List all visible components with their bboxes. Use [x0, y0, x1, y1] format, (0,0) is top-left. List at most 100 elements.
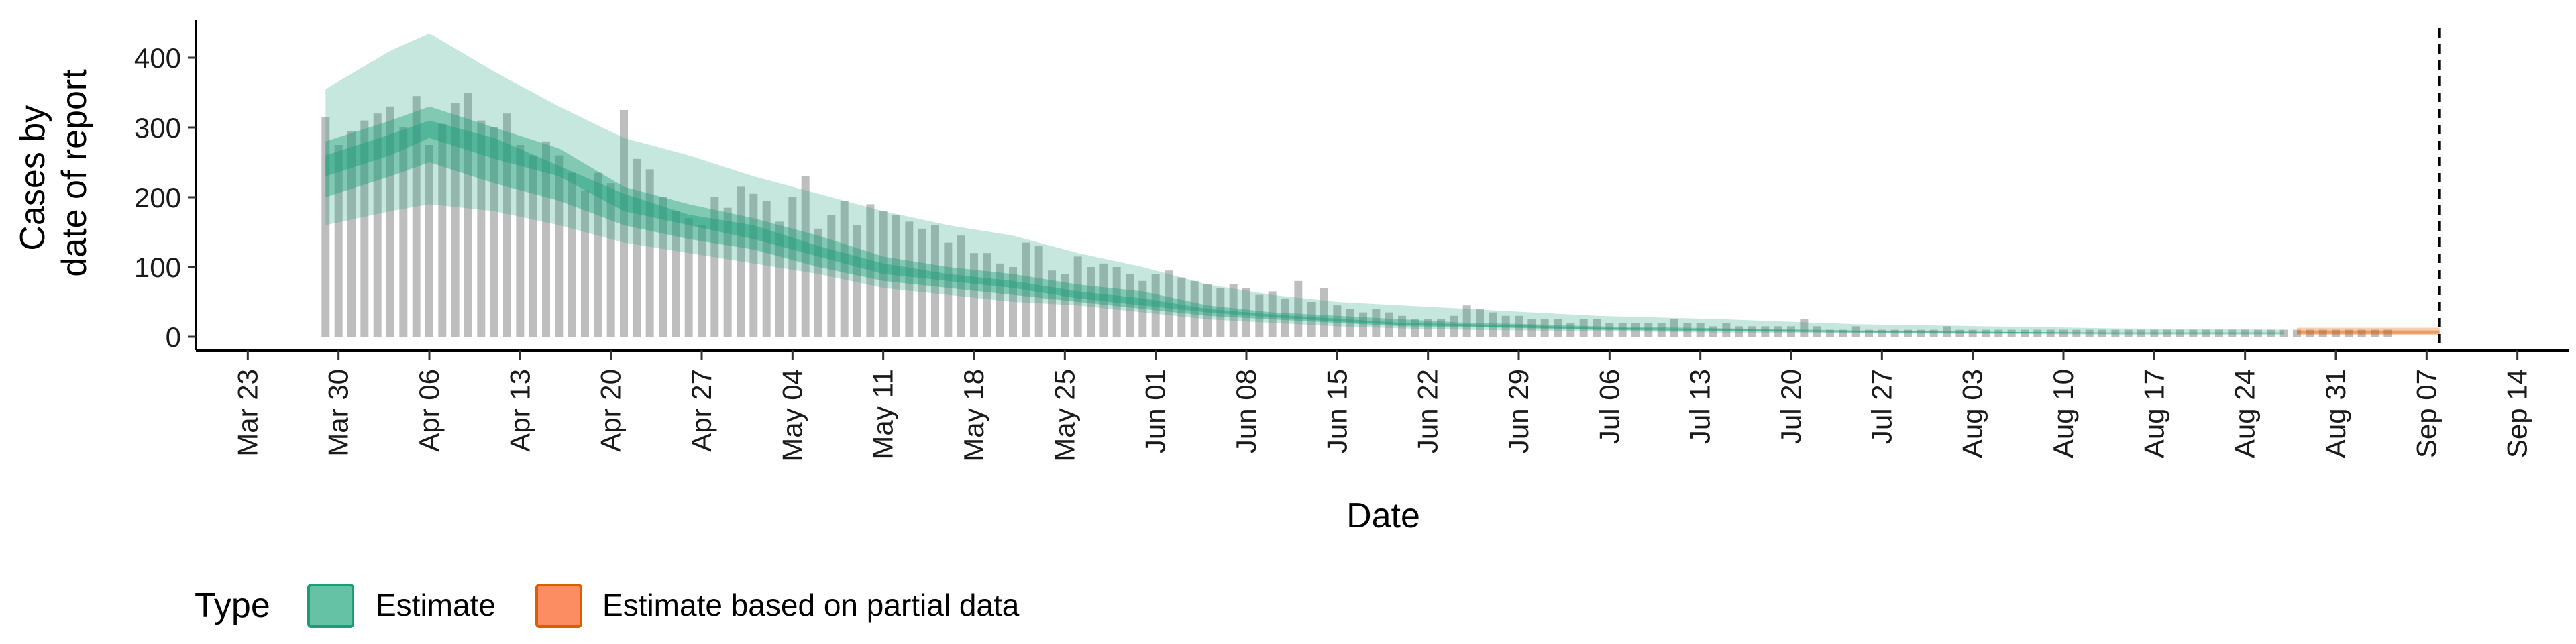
bar-2020-08-21: [2202, 329, 2210, 337]
bar-2020-06-12: [1294, 280, 1303, 337]
bar-2020-06-30: [1527, 319, 1536, 337]
bar-2020-07-21: [1800, 319, 1809, 337]
bar-2020-05-06: [814, 228, 822, 337]
bar-2020-04-07: [438, 123, 447, 337]
bar-2020-08-22: [2215, 329, 2223, 337]
bar-2020-07-20: [1787, 326, 1795, 337]
bar-2020-06-13: [1307, 302, 1316, 337]
x-tick-label-2020-04-06: Apr 06: [413, 369, 445, 452]
bar-2020-09-02: [2357, 329, 2366, 337]
x-tick-label-2020-06-22: Jun 22: [1412, 369, 1444, 453]
bar-2020-07-31: [1929, 329, 1938, 337]
bar-2020-08-26: [2267, 329, 2275, 337]
bar-2020-08-08: [2033, 329, 2042, 337]
bar-2020-04-15: [542, 141, 550, 337]
bar-2020-04-16: [555, 155, 564, 337]
bar-2020-08-05: [1994, 329, 2003, 337]
bar-2020-05-17: [957, 235, 965, 337]
bar-2020-05-31: [1138, 280, 1147, 337]
bar-2020-08-12: [2085, 329, 2094, 337]
bar-2020-06-26: [1476, 309, 1484, 337]
bar-2020-05-04: [788, 197, 797, 337]
bar-2020-04-08: [451, 103, 460, 337]
bar-2020-08-04: [1982, 329, 1990, 337]
bar-2020-04-06: [425, 145, 433, 337]
bar-2020-04-20: [606, 183, 615, 337]
bar-2020-05-07: [827, 215, 836, 337]
legend-label-partial: Estimate based on partial data: [602, 588, 1020, 623]
bar-2020-07-15: [1722, 323, 1731, 337]
bar-2020-03-31: [347, 131, 356, 337]
bar-2020-03-29: [321, 117, 330, 337]
partial-band-outer: [2297, 327, 2440, 335]
y-tick-label-0: 0: [166, 321, 181, 353]
bar-2020-08-18: [2163, 329, 2171, 337]
bar-2020-07-03: [1566, 323, 1575, 337]
x-tick-label-2020-03-23: Mar 23: [231, 369, 263, 457]
x-tick-label-2020-06-15: Jun 15: [1321, 369, 1352, 453]
bar-2020-07-28: [1890, 329, 1899, 337]
bar-2020-08-07: [2021, 329, 2029, 337]
bar-2020-05-12: [892, 215, 900, 337]
bar-2020-06-14: [1320, 288, 1328, 337]
bar-2020-07-16: [1735, 326, 1743, 337]
bar-2020-06-27: [1489, 312, 1497, 337]
bar-2020-04-17: [568, 172, 576, 337]
bar-2020-06-01: [1151, 274, 1160, 337]
bar-2020-04-21: [620, 110, 628, 337]
bar-2020-07-27: [1878, 329, 1886, 337]
bar-2020-05-02: [762, 201, 771, 337]
y-axis-title: Cases by date of report: [13, 69, 94, 277]
estimate-band-50: [325, 106, 2284, 334]
bar-2020-08-25: [2254, 329, 2262, 337]
x-tick-label-2020-06-08: Jun 08: [1230, 369, 1262, 453]
bar-2020-04-30: [737, 186, 745, 337]
bar-2020-06-23: [1437, 319, 1445, 337]
bar-2020-05-18: [970, 253, 978, 337]
y-tick-label-300: 300: [134, 112, 181, 144]
bar-2020-04-27: [698, 225, 706, 337]
bar-2020-04-02: [373, 113, 382, 337]
x-tick-label-2020-05-25: May 25: [1049, 369, 1080, 462]
bar-2020-09-04: [2383, 329, 2392, 337]
y-tick-label-400: 400: [134, 42, 181, 74]
bar-2020-08-15: [2124, 329, 2133, 337]
bar-2020-04-23: [645, 169, 654, 337]
bar-2020-05-08: [840, 201, 849, 337]
bar-2020-04-09: [464, 93, 472, 337]
bar-2020-04-18: [581, 190, 589, 337]
bar-2020-07-22: [1813, 326, 1821, 337]
y-axis-title-line-2: date of report: [55, 69, 94, 277]
bar-2020-04-29: [723, 207, 732, 337]
bar-2020-05-01: [749, 193, 758, 337]
bar-2020-07-30: [1917, 329, 1925, 337]
bar-2020-04-25: [672, 211, 680, 337]
bar-2020-06-07: [1229, 284, 1238, 337]
bar-2020-07-17: [1748, 326, 1756, 337]
bar-2020-07-26: [1865, 329, 1873, 337]
bar-2020-05-19: [983, 253, 991, 337]
bar-2020-06-29: [1515, 315, 1523, 337]
bar-2020-07-06: [1605, 323, 1614, 337]
axes: [195, 20, 2569, 352]
bar-2020-07-10: [1657, 323, 1666, 337]
bar-2020-07-02: [1554, 319, 1562, 337]
x-tick-label-2020-07-13: Jul 13: [1684, 369, 1716, 444]
legend-key-partial: [535, 584, 582, 628]
partial-band-inner: [2297, 330, 2440, 334]
bar-2020-06-15: [1333, 305, 1342, 337]
legend-label-estimate: Estimate: [376, 588, 496, 623]
bar-2020-08-28: [2293, 329, 2301, 337]
bar-2020-07-29: [1904, 329, 1912, 337]
bar-2020-06-08: [1242, 288, 1250, 337]
bar-2020-04-05: [412, 96, 421, 337]
bar-2020-06-22: [1424, 319, 1432, 337]
bar-2020-07-25: [1851, 326, 1860, 337]
bar-2020-07-12: [1683, 323, 1692, 337]
x-tick-label-2020-05-04: May 04: [776, 369, 808, 462]
bar-2020-07-24: [1839, 329, 1847, 337]
bar-2020-07-09: [1644, 323, 1653, 337]
bar-2020-05-16: [944, 242, 953, 337]
bar-2020-06-04: [1190, 280, 1199, 337]
bar-2020-05-21: [1009, 267, 1017, 337]
